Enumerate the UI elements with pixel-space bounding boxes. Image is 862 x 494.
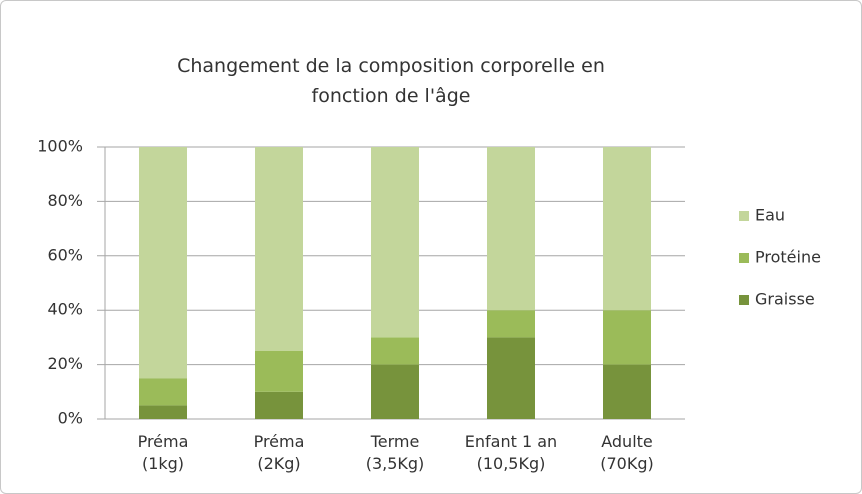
legend-label: Protéine [755, 248, 821, 267]
bar-segment [255, 391, 303, 419]
bar-segment [255, 147, 303, 351]
bar-segment [371, 337, 419, 365]
bar-segment [255, 351, 303, 392]
bar-segment [139, 378, 187, 406]
bar-segment [371, 364, 419, 419]
y-tick-label: 0% [58, 409, 83, 428]
y-tick-label: 100% [37, 137, 83, 156]
bar-segment [603, 310, 651, 365]
bar-segment [139, 147, 187, 379]
bar-segment [139, 405, 187, 419]
x-tick-label: Préma (2Kg) [253, 432, 305, 473]
x-tick-label: Enfant 1 an (10,5Kg) [464, 432, 558, 473]
legend-swatch [739, 211, 749, 221]
y-tick-label: 20% [47, 354, 83, 373]
y-tick-label: 40% [47, 300, 83, 319]
legend-label: Eau [755, 206, 785, 225]
y-tick-label: 80% [47, 191, 83, 210]
bar-segment [371, 147, 419, 338]
chart-title: Changement de la composition corporelle … [177, 55, 605, 107]
bar-segment [603, 364, 651, 419]
bar-segment [487, 337, 535, 419]
y-tick-label: 60% [47, 245, 83, 264]
bar-segment [603, 147, 651, 311]
legend-swatch [739, 253, 749, 263]
x-tick-label: Terme (3,5Kg) [365, 432, 425, 473]
legend-label: Graisse [755, 290, 815, 309]
bar-segment [487, 310, 535, 338]
x-tick-label: Adulte (70Kg) [600, 432, 654, 473]
x-tick-label: Préma (1kg) [137, 432, 189, 473]
legend-swatch [739, 295, 749, 305]
bar-segment [487, 147, 535, 311]
